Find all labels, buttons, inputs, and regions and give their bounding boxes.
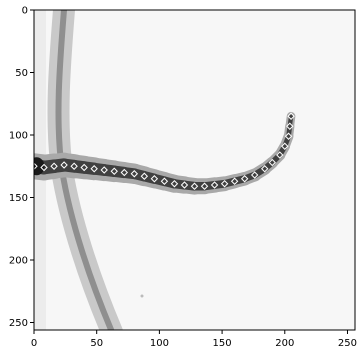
data-point-marker: [180, 181, 189, 189]
x-tick-label: 200: [275, 338, 294, 349]
data-point-marker: [70, 162, 78, 170]
data-point-marker: [210, 181, 219, 189]
data-point-marker: [261, 165, 269, 173]
data-point-marker: [90, 165, 98, 173]
data-point-marker: [230, 177, 239, 185]
x-tick-label: 250: [338, 338, 357, 349]
data-point-marker: [150, 175, 159, 183]
data-point-marker: [250, 171, 259, 179]
image-speck: [140, 294, 144, 298]
marker-layer: [34, 112, 295, 190]
y-tick-label: 100: [9, 131, 28, 142]
x-tick-label: 50: [90, 338, 103, 349]
data-point-marker: [140, 172, 149, 180]
data-point-marker: [190, 182, 199, 190]
micrograph-image: [34, 10, 296, 330]
y-tick-label: 0: [22, 6, 28, 17]
filament-core-segment: [287, 114, 294, 129]
y-tick-label: 200: [9, 256, 28, 267]
data-point-marker: [40, 163, 48, 172]
axes-frame: [33, 9, 356, 331]
y-axis-ticks: 0 50 100 150 200 250: [9, 6, 34, 329]
data-point-marker: [80, 163, 88, 172]
data-point-marker: [240, 175, 249, 183]
data-point-marker: [100, 166, 108, 174]
data-point-marker: [287, 112, 295, 120]
data-point-marker: [286, 122, 294, 130]
data-point-marker: [276, 151, 284, 159]
data-point-marker: [220, 180, 229, 188]
data-point-marker: [120, 168, 128, 177]
data-point-marker: [200, 182, 209, 190]
x-tick-label: 150: [213, 338, 232, 349]
y-tick-label: 150: [9, 193, 28, 204]
x-tick-label: 0: [31, 338, 37, 349]
data-point-marker: [60, 161, 68, 169]
data-point-marker: [284, 132, 293, 140]
data-point-marker: [50, 162, 58, 170]
data-point-marker: [281, 142, 289, 150]
filament-origin-blob: [34, 157, 45, 176]
y-tick-label: 50: [15, 68, 28, 79]
y-tick-label: 250: [9, 318, 28, 329]
data-point-marker: [130, 170, 139, 178]
data-point-marker: [170, 180, 179, 188]
data-point-marker: [268, 158, 276, 167]
data-point-marker: [110, 167, 118, 175]
filament-layer: [34, 111, 296, 195]
x-axis-ticks: 0 50 100 150 200 250: [31, 330, 357, 349]
data-point-marker: [160, 177, 169, 185]
x-tick-label: 100: [150, 338, 169, 349]
data-point-marker: [34, 162, 38, 170]
